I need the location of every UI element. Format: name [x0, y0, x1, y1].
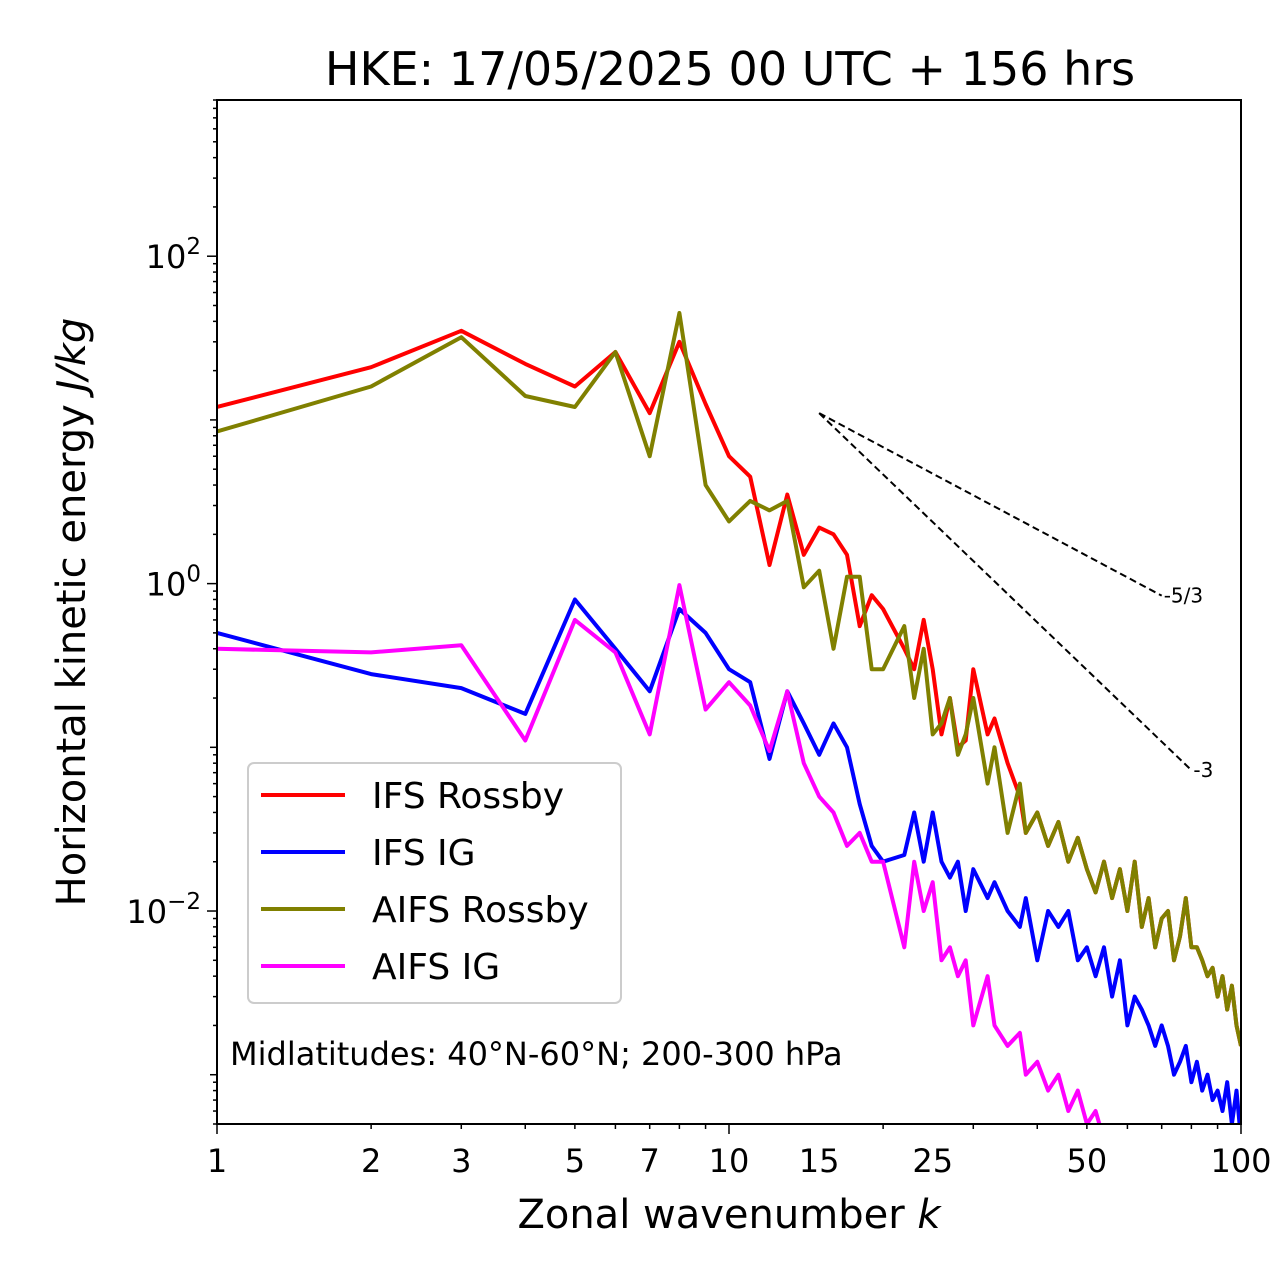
x-tick-label: 1: [207, 1142, 227, 1180]
series-line-aifs-ig: [217, 583, 1113, 1124]
slope-label: -3: [1193, 758, 1213, 782]
legend-box: [247, 762, 622, 1004]
slope-label: -5/3: [1164, 584, 1203, 608]
slope-line: [818, 412, 1163, 597]
series-lines: [217, 311, 1241, 1124]
x-tick-label: 2: [361, 1142, 381, 1180]
x-tick-labels: 1 2 3 5 7 10 15 25 50 100: [207, 1142, 1272, 1180]
x-tick-label: 25: [912, 1142, 953, 1180]
legend-label: AIFS Rossby: [372, 890, 589, 931]
x-tick-label: 3: [451, 1142, 471, 1180]
y-tick-label: 10−2: [126, 889, 201, 931]
slope-labels: -5/3 -3: [1164, 584, 1214, 783]
legend-label: IFS IG: [372, 833, 476, 874]
reference-slope-lines: [818, 412, 1193, 771]
legend-label: AIFS IG: [372, 947, 500, 988]
x-tick-label: 10: [709, 1142, 750, 1180]
x-tick-label: 50: [1067, 1142, 1108, 1180]
x-tick-label: 15: [799, 1142, 840, 1180]
series-line-aifs-rossby: [217, 311, 1241, 1047]
x-tick-label: 5: [565, 1142, 585, 1180]
y-axis-label: Horizontal kinetic energy J/kg: [49, 318, 95, 907]
slope-line: [818, 412, 1193, 771]
x-axis-label: Zonal wavenumber k: [517, 1192, 942, 1238]
y-tick-label: 102: [146, 234, 201, 276]
legend-label: IFS Rossby: [372, 776, 564, 817]
x-tick-label: 100: [1210, 1142, 1271, 1180]
chart-title: HKE: 17/05/2025 00 UTC + 156 hrs: [325, 42, 1135, 96]
y-tick-label: 100: [146, 562, 201, 604]
x-tick-label: 7: [640, 1142, 660, 1180]
legend: IFS Rossby IFS IG AIFS Rossby AIFS IG: [247, 762, 622, 1004]
region-annotation: Midlatitudes: 40°N-60°N; 200-300 hPa: [230, 1035, 843, 1073]
plot-frame: [216, 99, 1242, 1125]
y-tick-labels: 102 100 10−2: [126, 234, 201, 931]
